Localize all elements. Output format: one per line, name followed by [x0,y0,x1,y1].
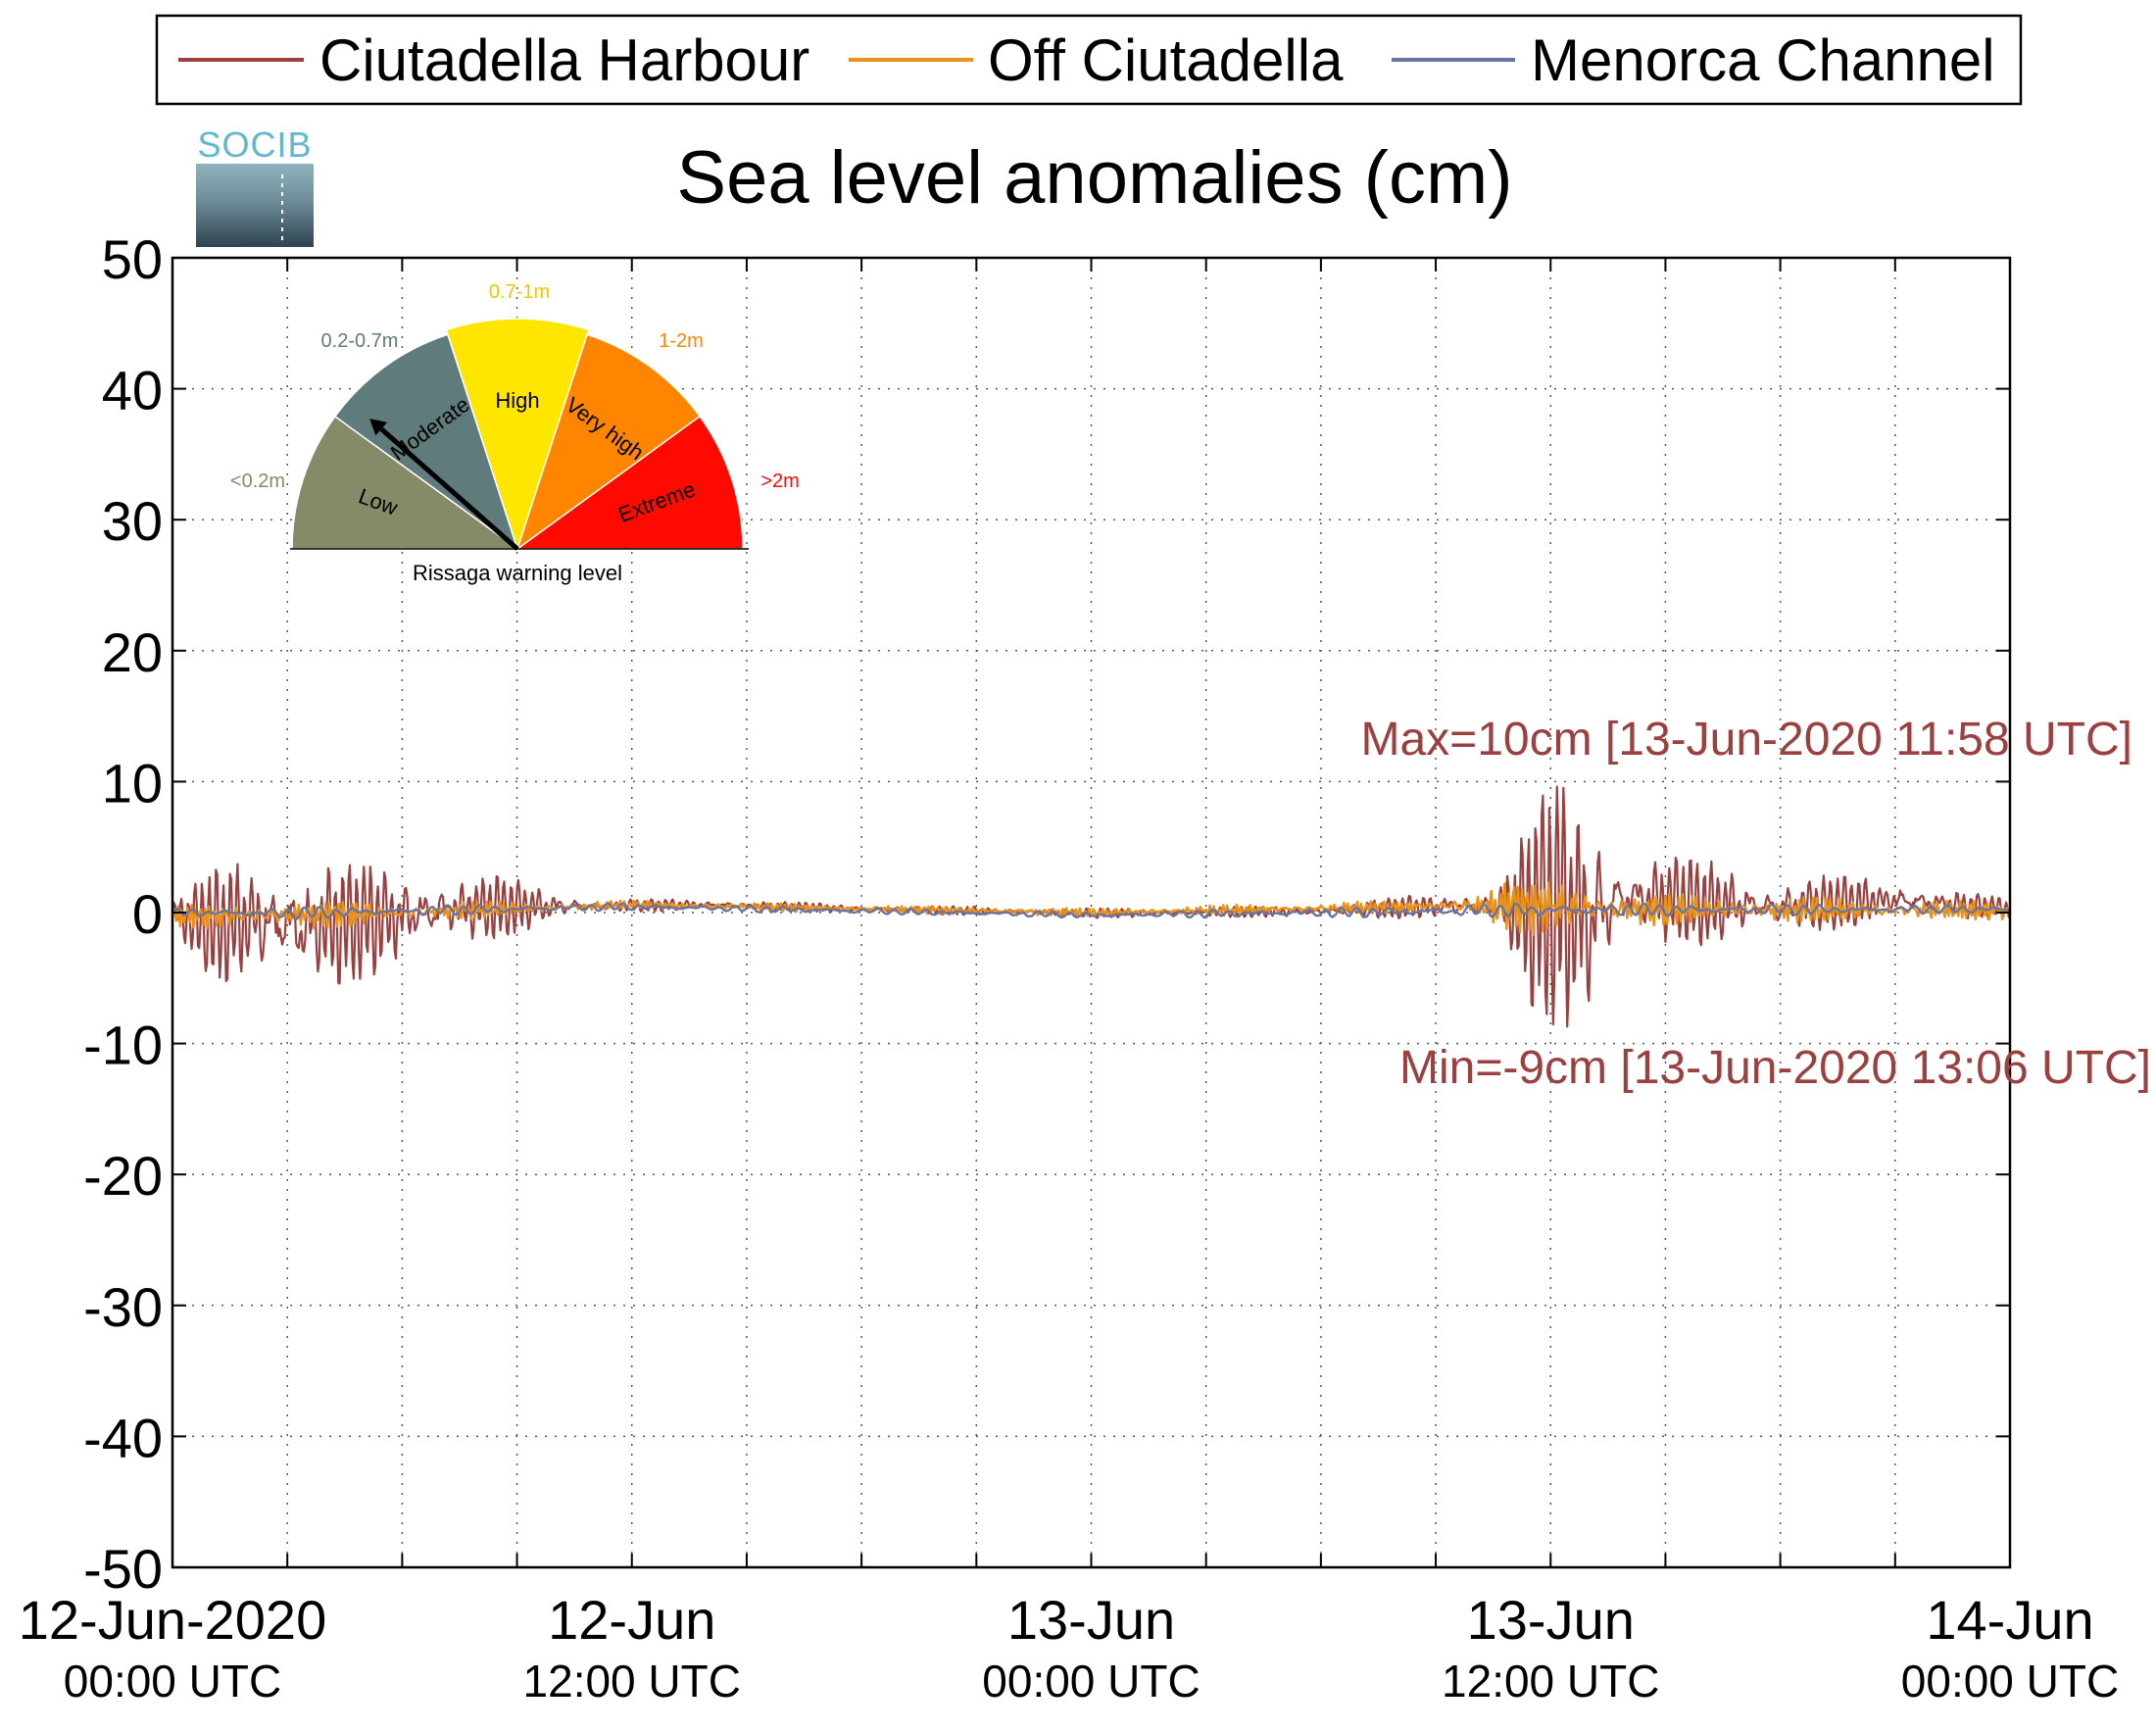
y-tick-label: 30 [102,490,163,552]
legend-label-menorca-channel: Menorca Channel [1531,27,1995,93]
series-line-menorca-channel [172,902,2010,920]
gauge-needle-shaft [379,426,519,551]
y-tick-label: 40 [102,360,163,421]
x-tick-label-time: 12:00 UTC [523,1656,741,1707]
gauge-range-label: 0.7-1m [489,281,550,303]
x-tick-label-date: 12-Jun [548,1589,715,1651]
y-tick-label: -40 [83,1407,163,1468]
series-layer [171,785,2011,1028]
min-annotation: Min=-9cm [13-Jun-2020 13:06 UTC] [1399,1042,2151,1094]
y-tick-label: 20 [102,621,163,683]
x-tick-label-time: 00:00 UTC [1901,1656,2119,1707]
y-tick-label: 10 [102,752,163,814]
y-tick-label: -20 [83,1145,163,1207]
logo-text: SOCIB [197,124,312,165]
max-annotation: Max=10cm [13-Jun-2020 11:58 UTC] [1361,714,2133,766]
legend-label-off-ciutadella: Off Ciutadella [988,27,1344,93]
y-tick-label: -30 [83,1276,163,1338]
y-tick-label: 50 [102,228,163,290]
y-tick-label: -50 [83,1538,163,1600]
gauge-range-label: >2m [760,470,799,492]
y-tick-label: -10 [83,1014,163,1076]
gauge-range-label: 0.2-0.7m [321,330,399,352]
legend-label-ciutadella-harbour: Ciutadella Harbour [319,27,809,93]
x-tick-label-time: 12:00 UTC [1442,1656,1659,1707]
y-tick-label: 0 [132,883,163,945]
chart-title: Sea level anomalies (cm) [676,136,1512,220]
legend-frame [155,14,2023,106]
logo-water-block [196,164,314,247]
gauge-caption: Rissaga warning level [413,561,622,585]
gauge-sector-moderate [333,333,519,551]
x-tick-label-date: 13-Jun [1467,1589,1635,1651]
gauge-range-label: 1-2m [659,330,704,352]
gauge-range-label: <0.2m [230,470,285,492]
x-tick-label-date: 14-Jun [1926,1589,2093,1651]
gauge-sector-low [291,415,520,550]
gauge-needle [369,419,519,551]
socib-logo: SOCIB [196,124,314,247]
gauge-level-label: High [495,388,539,413]
y-axis-ticks: -50 -40 -30 -20 -10 0 10 20 30 40 50 [83,228,2010,1600]
x-tick-label-time: 00:00 UTC [64,1656,281,1707]
gauge-sector-very-high [515,333,702,551]
x-tick-label-date: 13-Jun [1007,1589,1175,1651]
gauge-sector-extreme [514,415,744,550]
legend: Ciutadella Harbour Off Ciutadella Menorc… [155,14,2023,106]
x-tick-label-date: 12-Jun-2020 [19,1589,326,1651]
gauge-needle-head [369,419,388,436]
gauge-sector-high [445,318,590,552]
x-tick-label-time: 00:00 UTC [982,1656,1200,1707]
